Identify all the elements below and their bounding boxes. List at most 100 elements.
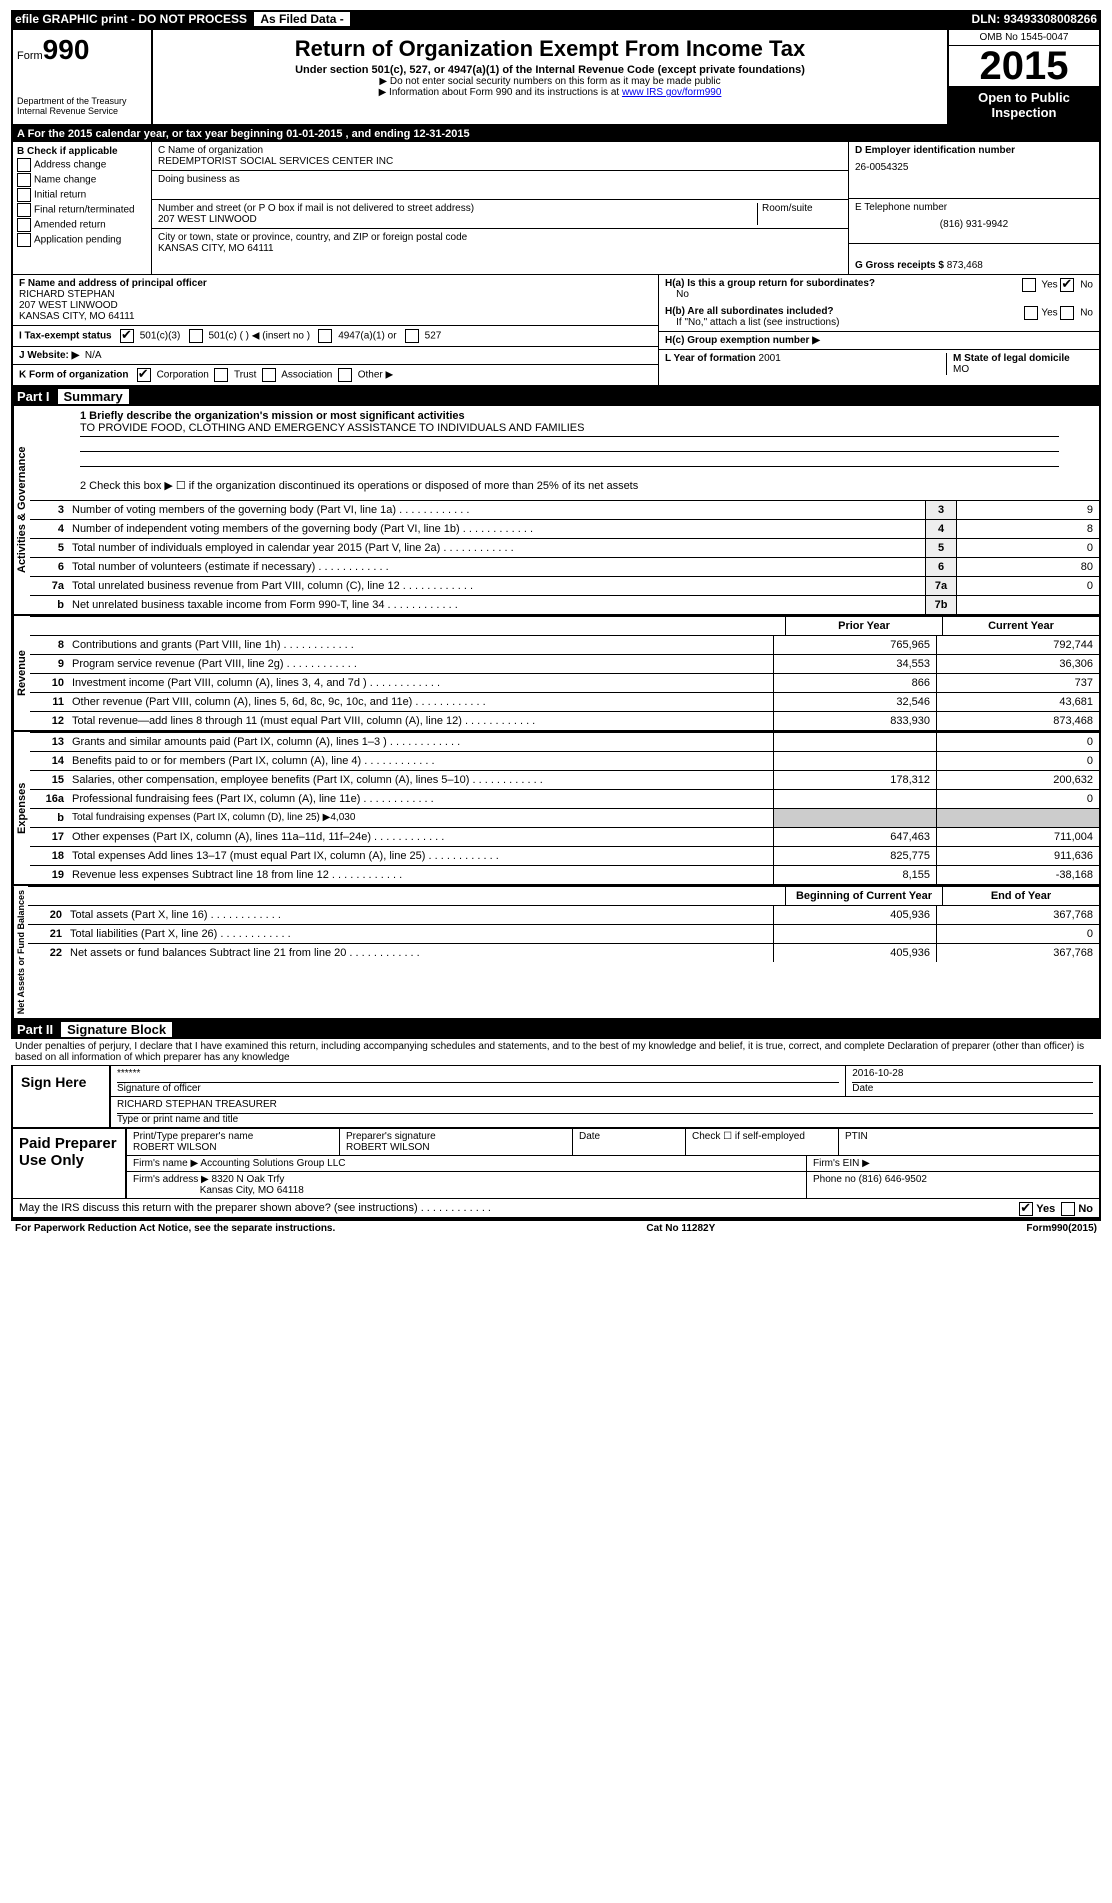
q2-text: 2 Check this box ▶ ☐ if the organization… bbox=[30, 471, 1099, 500]
cb-discuss-no[interactable] bbox=[1061, 1202, 1075, 1216]
row-a-tax-year: A For the 2015 calendar year, or tax yea… bbox=[13, 126, 1099, 142]
l-formation-label: L Year of formation bbox=[665, 353, 756, 364]
line-b: bNet unrelated business taxable income f… bbox=[30, 595, 1099, 614]
sign-here-label: Sign Here bbox=[13, 1066, 111, 1127]
cb-association[interactable] bbox=[262, 368, 276, 382]
sig-date-label: Date bbox=[852, 1083, 873, 1094]
line-b: bTotal fundraising expenses (Part IX, co… bbox=[30, 808, 1099, 827]
form-subtitle: Under section 501(c), 527, or 4947(a)(1)… bbox=[163, 64, 937, 76]
form-header: Form990 Department of the Treasury Inter… bbox=[11, 28, 1101, 126]
hc-label: H(c) Group exemption number ▶ bbox=[665, 335, 820, 346]
form-title: Return of Organization Exempt From Incom… bbox=[163, 36, 937, 62]
dln-value: 93493308008266 bbox=[1004, 12, 1097, 26]
cb-final-return[interactable]: Final return/terminated bbox=[17, 203, 147, 217]
prep-name-label: Print/Type preparer's name bbox=[133, 1131, 253, 1142]
cb-527[interactable] bbox=[405, 329, 419, 343]
sig-date: 2016-10-28 bbox=[852, 1068, 1093, 1083]
i-tax-status-label: I Tax-exempt status bbox=[19, 331, 112, 342]
line-11: 11Other revenue (Part VIII, column (A), … bbox=[30, 692, 1099, 711]
cb-ha-yes[interactable] bbox=[1022, 278, 1036, 292]
line-17: 17Other expenses (Part IX, column (A), l… bbox=[30, 827, 1099, 846]
line-8: 8Contributions and grants (Part VIII, li… bbox=[30, 635, 1099, 654]
cb-501c[interactable] bbox=[189, 329, 203, 343]
form-label: Form bbox=[17, 50, 43, 62]
q1-label: 1 Briefly describe the organization's mi… bbox=[80, 410, 465, 422]
gross-receipts: 873,468 bbox=[947, 260, 983, 271]
e-phone-label: E Telephone number bbox=[855, 202, 947, 213]
prep-date-label: Date bbox=[573, 1129, 686, 1155]
dept-treasury: Department of the Treasury bbox=[17, 96, 147, 106]
cb-hb-no[interactable] bbox=[1060, 306, 1074, 320]
c-name-label: C Name of organization bbox=[158, 145, 842, 156]
city-label: City or town, state or province, country… bbox=[158, 232, 842, 243]
cb-address-change[interactable]: Address change bbox=[17, 158, 147, 172]
section-b-checkboxes: B Check if applicable Address change Nam… bbox=[13, 142, 152, 274]
firm-phone-label: Phone no bbox=[813, 1174, 856, 1185]
officer-name: RICHARD STEPHAN bbox=[19, 289, 115, 300]
ein-value: 26-0054325 bbox=[855, 156, 1093, 173]
info-note: ▶ Information about Form 990 and its ins… bbox=[379, 87, 622, 98]
f-officer-label: F Name and address of principal officer bbox=[19, 278, 207, 289]
efile-text: efile GRAPHIC print - DO NOT PROCESS bbox=[15, 12, 247, 26]
col-current-year: Current Year bbox=[942, 617, 1099, 635]
officer-street: 207 WEST LINWOOD bbox=[19, 300, 118, 311]
officer-signature: ****** bbox=[117, 1068, 839, 1083]
city-value: KANSAS CITY, MO 64111 bbox=[158, 243, 842, 254]
line-5: 5Total number of individuals employed in… bbox=[30, 538, 1099, 557]
ha-label: H(a) Is this a group return for subordin… bbox=[665, 278, 875, 289]
cb-name-change[interactable]: Name change bbox=[17, 173, 147, 187]
domicile-value: MO bbox=[953, 364, 969, 375]
dln-label: DLN: bbox=[972, 12, 1001, 26]
cb-hb-yes[interactable] bbox=[1024, 306, 1038, 320]
form-number: 990 bbox=[43, 34, 90, 65]
firm-addr2: Kansas City, MO 64118 bbox=[200, 1185, 304, 1196]
cb-501c3[interactable] bbox=[120, 329, 134, 343]
cb-other[interactable] bbox=[338, 368, 352, 382]
col-beginning-year: Beginning of Current Year bbox=[785, 887, 942, 905]
k-form-org-label: K Form of organization bbox=[19, 370, 128, 381]
cb-corporation[interactable] bbox=[137, 368, 151, 382]
line-20: 20Total assets (Part X, line 16) 405,936… bbox=[28, 905, 1099, 924]
tab-activities-governance: Activities & Governance bbox=[13, 406, 30, 614]
dba-label: Doing business as bbox=[158, 174, 842, 185]
mission-text: TO PROVIDE FOOD, CLOTHING AND EMERGENCY … bbox=[80, 422, 1059, 437]
firm-addr-label: Firm's address ▶ bbox=[133, 1174, 209, 1185]
open-public-2: Inspection bbox=[991, 105, 1056, 120]
b-header: B Check if applicable bbox=[17, 146, 118, 157]
line-22: 22Net assets or fund balances Subtract l… bbox=[28, 943, 1099, 962]
name-title-label: Type or print name and title bbox=[117, 1114, 238, 1125]
cb-amended-return[interactable]: Amended return bbox=[17, 218, 147, 232]
j-website-label: J Website: ▶ bbox=[19, 350, 79, 361]
street-label: Number and street (or P O box if mail is… bbox=[158, 203, 474, 214]
ssn-note: ▶ Do not enter social security numbers o… bbox=[163, 76, 937, 87]
ptin-label: PTIN bbox=[839, 1129, 1099, 1155]
hb-label: H(b) Are all subordinates included? bbox=[665, 306, 834, 317]
cb-4947[interactable] bbox=[318, 329, 332, 343]
cb-application-pending[interactable]: Application pending bbox=[17, 233, 147, 247]
street-value: 207 WEST LINWOOD bbox=[158, 214, 257, 225]
cb-initial-return[interactable]: Initial return bbox=[17, 188, 147, 202]
as-filed-box: As Filed Data - bbox=[254, 12, 349, 26]
line-3: 3Number of voting members of the governi… bbox=[30, 500, 1099, 519]
self-employed-label: Check ☐ if self-employed bbox=[686, 1129, 839, 1155]
line-12: 12Total revenue—add lines 8 through 11 (… bbox=[30, 711, 1099, 730]
line-7a: 7aTotal unrelated business revenue from … bbox=[30, 576, 1099, 595]
cb-ha-no[interactable] bbox=[1060, 278, 1074, 292]
line-18: 18Total expenses Add lines 13–17 (must e… bbox=[30, 846, 1099, 865]
org-name: REDEMPTORIST SOCIAL SERVICES CENTER INC bbox=[158, 156, 842, 167]
line-16a: 16aProfessional fundraising fees (Part I… bbox=[30, 789, 1099, 808]
paperwork-notice: For Paperwork Reduction Act Notice, see … bbox=[15, 1223, 335, 1234]
firm-name: Accounting Solutions Group LLC bbox=[200, 1158, 345, 1169]
tab-net-assets: Net Assets or Fund Balances bbox=[13, 886, 28, 1018]
g-receipts-label: G Gross receipts $ bbox=[855, 260, 944, 271]
hb-note: If "No," attach a list (see instructions… bbox=[676, 317, 839, 328]
phone-value: (816) 931-9942 bbox=[855, 213, 1093, 230]
cb-discuss-yes[interactable] bbox=[1019, 1202, 1033, 1216]
prep-name: ROBERT WILSON bbox=[133, 1142, 217, 1153]
line-15: 15Salaries, other compensation, employee… bbox=[30, 770, 1099, 789]
irs-link[interactable]: www IRS gov/form990 bbox=[622, 87, 721, 98]
form-footer: Form990(2015) bbox=[1026, 1223, 1097, 1234]
cb-trust[interactable] bbox=[214, 368, 228, 382]
col-prior-year: Prior Year bbox=[785, 617, 942, 635]
officer-city: KANSAS CITY, MO 64111 bbox=[19, 311, 135, 322]
